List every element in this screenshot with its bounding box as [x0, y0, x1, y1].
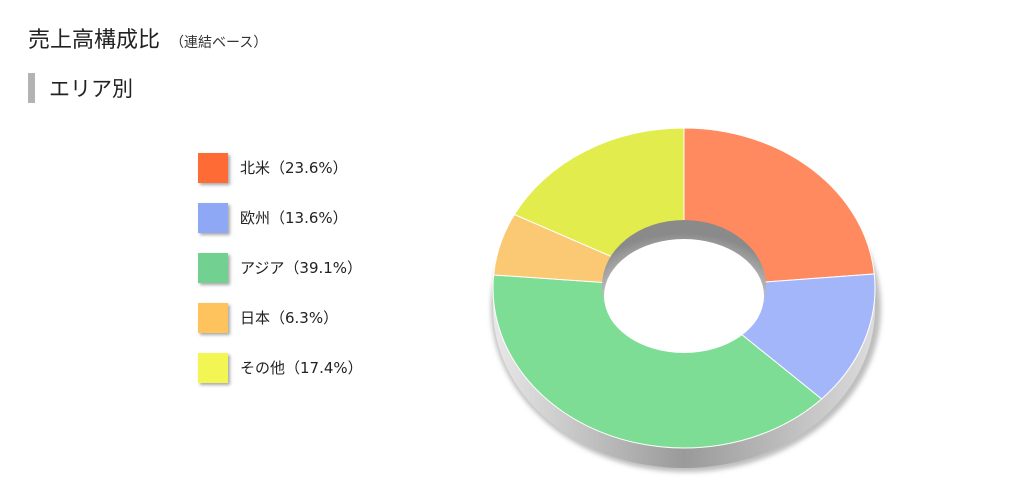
- legend-item-other: その他（17.4%）: [198, 352, 363, 383]
- page-title-text: 売上高構成比: [28, 28, 161, 53]
- donut-hole-center: [604, 239, 764, 353]
- legend-swatch: [198, 152, 228, 183]
- pie-slice-アジア: [492, 274, 823, 449]
- legend-item-north-america: 北米（23.6%）: [198, 152, 363, 183]
- donut-hole: [602, 220, 766, 353]
- legend-label: 欧州（13.6%）: [240, 209, 348, 227]
- section-heading: エリア別: [28, 73, 133, 103]
- legend-item-asia: アジア（39.1%）: [198, 252, 363, 283]
- legend-swatch: [198, 352, 228, 383]
- legend-label: 日本（6.3%）: [240, 309, 339, 327]
- legend-label: アジア（39.1%）: [240, 259, 363, 277]
- legend-swatch: [198, 302, 228, 333]
- page-subtitle: （連結ベース）: [170, 35, 268, 51]
- legend-item-japan: 日本（6.3%）: [198, 302, 363, 333]
- legend-swatch: [198, 252, 228, 283]
- page-title: 売上高構成比 （連結ベース）: [28, 22, 267, 54]
- legend-swatch: [198, 202, 228, 233]
- section-marker: [28, 73, 35, 103]
- legend-item-europe: 欧州（13.6%）: [198, 202, 363, 233]
- chart-legend: 北米（23.6%） 欧州（13.6%） アジア（39.1%） 日本（6.3%） …: [198, 152, 363, 402]
- section-title: エリア別: [49, 77, 133, 101]
- legend-label: その他（17.4%）: [240, 359, 363, 377]
- legend-label: 北米（23.6%）: [240, 159, 348, 177]
